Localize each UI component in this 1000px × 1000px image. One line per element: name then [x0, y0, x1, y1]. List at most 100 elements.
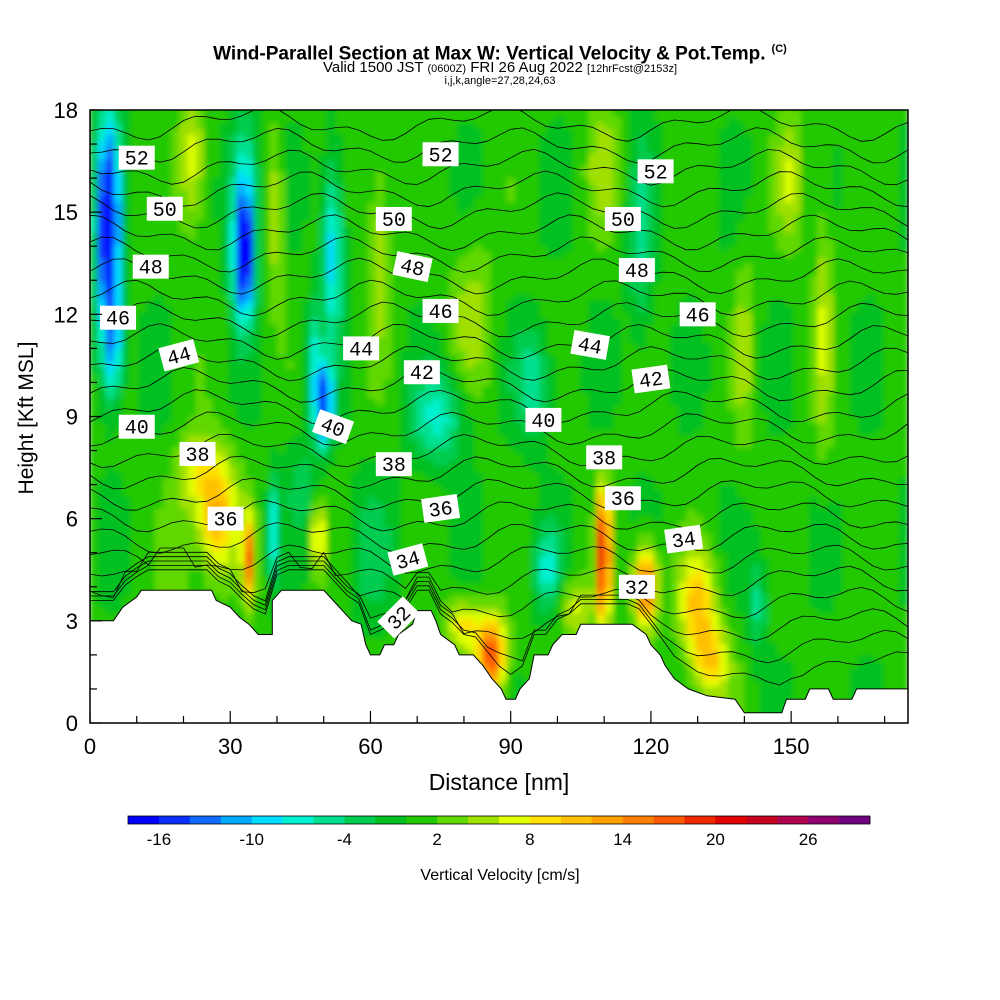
- colorbar-swatch: [128, 816, 160, 824]
- theta-label-text: 52: [125, 149, 149, 172]
- theta-label-text: 46: [429, 302, 453, 325]
- colorbar-swatch: [158, 816, 191, 824]
- theta-label-36: 36: [207, 506, 244, 533]
- title-text: Wind-Parallel Section at Max W: Vertical…: [213, 43, 766, 65]
- theta-label-46: 46: [422, 298, 459, 325]
- x-tick-label: 30: [218, 734, 242, 759]
- colorbar-swatch: [375, 816, 407, 824]
- y-tick-label: 15: [54, 200, 78, 225]
- y-tick-label: 12: [54, 302, 78, 327]
- theta-label-text: 42: [410, 363, 434, 386]
- theta-label-40: 40: [118, 414, 155, 441]
- colorbar-swatch: [220, 816, 252, 824]
- chart-title: Wind-Parallel Section at Max W: Vertical…: [0, 38, 1000, 65]
- colorbar-swatch: [313, 816, 345, 824]
- terrain-mask: [89, 589, 909, 724]
- colorbar-swatch: [746, 816, 778, 824]
- theta-label-text: 40: [125, 418, 149, 441]
- theta-label-text: 52: [644, 162, 668, 185]
- y-tick-label: 18: [54, 98, 78, 123]
- colorbar-swatch: [622, 816, 654, 824]
- theta-label-text: 38: [592, 448, 616, 471]
- colorbar-swatch: [715, 816, 747, 824]
- theta-label-44: 44: [343, 336, 380, 362]
- x-tick-label: 90: [498, 734, 522, 759]
- colorbar-swatch: [560, 816, 593, 824]
- colorbar-swatch: [437, 816, 469, 824]
- theta-contours: [90, 110, 908, 686]
- colorbar-frame: [127, 815, 871, 825]
- theta-label-36: 36: [604, 486, 641, 512]
- colorbar-swatch: [839, 816, 871, 824]
- theta-label-44: 44: [570, 330, 610, 361]
- theta-label-50: 50: [146, 196, 183, 223]
- theta-label-text: 36: [611, 489, 635, 512]
- y-tick-label: 6: [66, 507, 78, 532]
- x-tick-label: 0: [84, 734, 96, 759]
- colorbar-swatch: [591, 816, 623, 824]
- theta-label-text: 48: [398, 255, 426, 282]
- theta-label-42: 42: [403, 360, 440, 386]
- colorbar-swatch: [189, 816, 222, 824]
- theta-label-36: 36: [421, 494, 461, 524]
- colorbar: -16 -10 -4 2 8 14 20 26: [127, 815, 871, 849]
- colorbar-tick-label: -10: [239, 830, 264, 849]
- colorbar-tick-label: -16: [147, 830, 172, 849]
- colorbar-tick-label: 20: [706, 830, 725, 849]
- theta-label-50: 50: [604, 206, 641, 233]
- colorbar-swatch: [777, 816, 809, 824]
- x-axis: 0 30 60 90 120 150: [84, 711, 886, 759]
- theta-label-text: 44: [349, 339, 373, 362]
- valid-date: FRI 26 Aug 2022: [470, 59, 583, 76]
- theta-label-text: 40: [531, 411, 555, 434]
- utc-time: (0600Z): [427, 63, 467, 75]
- colorbar-tick-label: 8: [525, 830, 534, 849]
- x-axis-label: Distance [nm]: [429, 769, 570, 795]
- theta-label-46: 46: [100, 305, 137, 332]
- colorbar-swatch: [499, 816, 531, 824]
- theta-label-text: 50: [153, 200, 177, 223]
- colorbar-swatch: [406, 816, 438, 824]
- theta-label-text: 36: [427, 498, 454, 524]
- colorbar-swatch: [808, 816, 840, 824]
- y-axis: 0 3 6 9 12 15 18: [54, 98, 102, 736]
- theta-label-32: 32: [618, 574, 655, 601]
- colorbar-tick-label: 2: [432, 830, 441, 849]
- x-tick-label: 150: [773, 734, 810, 759]
- theta-label-38: 38: [375, 452, 412, 478]
- theta-label-text: 38: [186, 445, 210, 468]
- theta-label-48: 48: [618, 258, 655, 284]
- theta-label-text: 46: [686, 305, 710, 328]
- theta-label-text: 50: [611, 210, 635, 233]
- theta-label-52: 52: [637, 159, 674, 185]
- y-tick-label: 3: [66, 609, 78, 634]
- colorbar-swatch: [529, 816, 562, 824]
- theta-label-42: 42: [631, 364, 671, 395]
- colorbar-swatch: [684, 816, 716, 824]
- colorbar-tick-label: -4: [337, 830, 352, 849]
- theta-label-text: 42: [638, 368, 665, 394]
- x-tick-label: 60: [358, 734, 382, 759]
- theta-label-46: 46: [679, 302, 716, 328]
- y-tick-label: 0: [66, 711, 78, 736]
- theta-label-40: 40: [525, 407, 562, 434]
- x-tick-label: 120: [633, 734, 670, 759]
- colorbar-label: Vertical Velocity [cm/s]: [420, 867, 579, 884]
- theta-label-52: 52: [118, 145, 155, 172]
- theta-label-48: 48: [132, 254, 169, 281]
- theta-label-text: 36: [214, 510, 238, 533]
- theta-label-48: 48: [392, 251, 433, 283]
- theta-label-text: 50: [382, 210, 406, 233]
- theta-label-text: 44: [576, 334, 604, 361]
- theta-label-34: 34: [387, 543, 429, 576]
- theta-label-50: 50: [375, 206, 412, 233]
- valid-time: Valid 1500 JST: [322, 59, 424, 76]
- theta-label-text: 48: [625, 261, 649, 284]
- theta-label-38: 38: [179, 441, 216, 468]
- colorbar-swatch: [344, 816, 376, 824]
- colorbar-swatch: [468, 816, 500, 824]
- theta-label-text: 52: [429, 145, 453, 168]
- theta-label-52: 52: [422, 142, 459, 168]
